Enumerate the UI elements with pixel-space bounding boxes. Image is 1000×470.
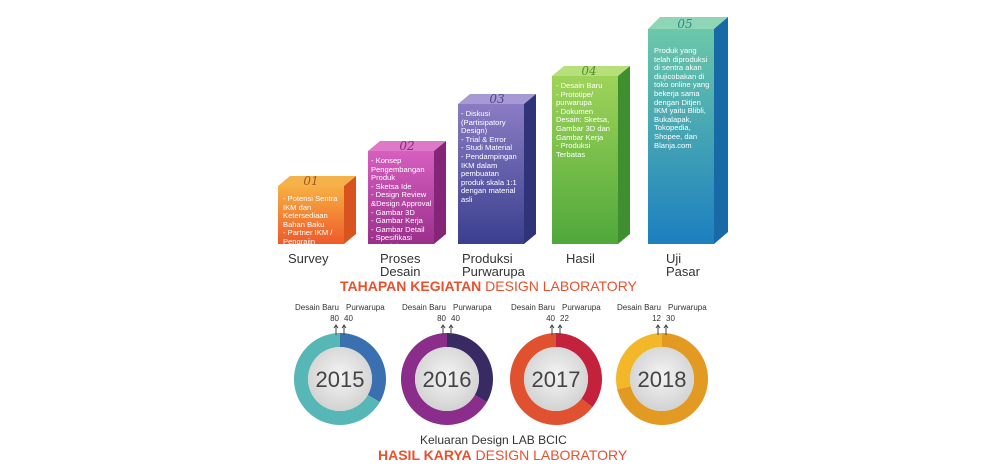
stage-label-5: Uji Pasar (666, 251, 700, 279)
stage-item: - Partner IKM / Pengrajin (283, 228, 333, 246)
stage-items-4: - Desain Baru - Prototipe/ purwarupa - Dok… (556, 81, 618, 159)
donut-segment-desain-baru (510, 333, 593, 425)
stage-items-1: - Potensi Sentra IKM dan Ketersediaan Ba… (283, 194, 343, 247)
stage-item: - Prototipe/ purwarupa (556, 89, 594, 108)
stage-item: - Sketsa Ide (371, 181, 412, 191)
stage-box-3: 03 (458, 92, 536, 244)
year-label: 2018 (638, 367, 687, 392)
title-tahapan: TAHAPAN KEGIATAN DESIGN LABORATORY (340, 278, 637, 294)
stage-number-2: 02 (399, 139, 414, 153)
year-disc (630, 347, 694, 411)
stage-item: - Konsep Pengembangan Produk (371, 156, 425, 183)
arrow-purwarupa-icon (341, 324, 347, 335)
value-purwarupa: 22 (560, 314, 569, 323)
year-label: 2017 (532, 367, 581, 392)
arrow-desain-baru-icon (549, 324, 555, 335)
donut-segment-purwarupa (340, 333, 386, 402)
value-purwarupa: 40 (451, 314, 460, 323)
value-desain-baru: 12 (652, 314, 661, 323)
year-label: 2016 (423, 367, 472, 392)
stage-item: - Dokumen Desain: Sketsa, Gambar 3D dan … (556, 106, 611, 142)
stage-items-2: - Konsep Pengembangan Produk - Sketsa Ide… (371, 156, 433, 252)
stage-number-5: 05 (677, 17, 692, 31)
stage-label-1: Survey (288, 251, 329, 266)
arrow-desain-baru-icon (440, 324, 446, 335)
subtitle-keluaran: Keluaran Design LAB BCIC (420, 433, 567, 447)
title-hasil-karya: HASIL KARYA DESIGN LABORATORY (378, 447, 627, 463)
stage-box-4: 04 (552, 64, 630, 244)
title-hasil-bold: HASIL KARYA (378, 447, 472, 463)
stage-item: - Gambar Kerja (371, 216, 423, 226)
stage-item: Produk yang telah diproduksi di sentra a… (654, 46, 710, 150)
arrow-purwarupa-icon (663, 324, 669, 335)
legend-desain-baru: Desain Baru (294, 303, 339, 312)
year-disc (308, 347, 372, 411)
arrow-desain-baru-icon (655, 324, 661, 335)
legend-purwarupa: Purwarupa (453, 303, 492, 312)
stage-item: - Studi Material (461, 143, 513, 153)
stage-label-2: Proses Desain (380, 251, 421, 279)
legend-purwarupa: Purwarupa (346, 303, 385, 312)
donut-segment-desain-baru (616, 333, 662, 390)
legend-desain-baru: Desain Baru (616, 303, 661, 312)
legend-desain-baru: Desain Baru (401, 303, 446, 312)
year-disc (415, 347, 479, 411)
arrow-purwarupa-icon (448, 324, 454, 335)
legend-purwarupa: Purwarupa (668, 303, 707, 312)
stage-item: - Spesifikasi Material (371, 233, 412, 251)
legend-purwarupa: Purwarupa (562, 303, 601, 312)
stage-number-1: 01 (303, 174, 318, 188)
stage-item: - Diskusi (Partisipatory Design) (461, 109, 506, 136)
title-hasil-regular: DESIGN LABORATORY (471, 447, 628, 463)
arrow-purwarupa-icon (557, 324, 563, 335)
value-desain-baru: 80 (330, 314, 339, 323)
donut-segment-purwarupa (447, 333, 493, 402)
stage-item: - Pendampingan IKM dalam pembuatan produ… (461, 151, 517, 204)
stage-label-4: Hasil (566, 251, 595, 266)
stage-number-4: 04 (581, 64, 596, 78)
stage-items-3: - Diskusi (Partisipatory Design) - Trial … (461, 109, 523, 205)
stage-item: - Potensi Sentra IKM dan Ketersediaan Ba… (283, 194, 338, 229)
stage-item: - Produksi Terbatas (556, 141, 591, 159)
year-charts: 2015 2016 2017 2018 (294, 324, 708, 426)
title-tahapan-bold: TAHAPAN KEGIATAN (340, 278, 482, 294)
stage-box-5: 05 (648, 17, 728, 244)
stage-label-3: Produksi Purwarupa (462, 251, 525, 279)
title-tahapan-regular: DESIGN LABORATORY (481, 278, 637, 294)
value-desain-baru: 40 (546, 314, 555, 323)
legend-desain-baru: Desain Baru (510, 303, 555, 312)
stage-box-2: 02 (368, 139, 446, 244)
value-desain-baru: 80 (437, 314, 446, 323)
value-purwarupa: 30 (666, 314, 675, 323)
stage-item: - Gambar 3D (371, 207, 415, 217)
stage-number-3: 03 (489, 92, 505, 106)
arrow-desain-baru-icon (333, 324, 339, 335)
donut-segment-desain-baru (294, 333, 380, 426)
stage-item: - Trial & Error (461, 134, 507, 144)
year-disc (524, 347, 588, 411)
donut-segment-purwarupa (617, 333, 708, 425)
stage-item: - Gambar Detail (371, 224, 425, 234)
stage-items-5: Produk yang telah diproduksi di sentra a… (654, 46, 714, 150)
donut-segment-desain-baru (401, 333, 487, 425)
year-label: 2015 (316, 367, 365, 392)
value-purwarupa: 40 (344, 314, 353, 323)
stage-box-1: 01 (278, 174, 356, 244)
stage-item: - Desain Baru (556, 81, 603, 90)
stage-item: - Design Review &Design Approval (371, 190, 432, 208)
donut-segment-purwarupa (556, 333, 602, 408)
